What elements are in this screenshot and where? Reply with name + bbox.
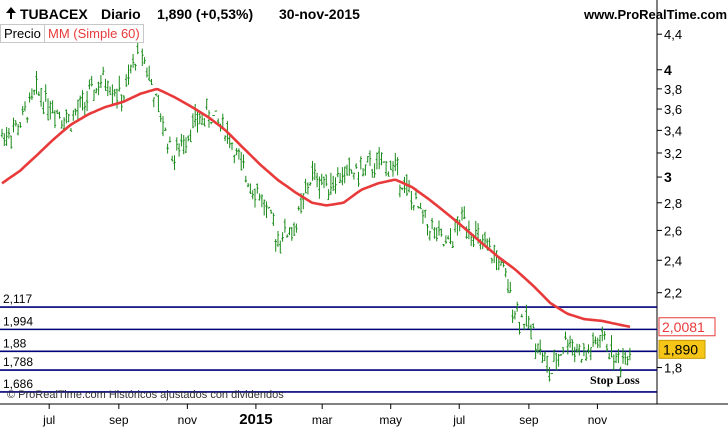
y-tick-label: 4,4: [664, 27, 682, 42]
x-tick-label: jul: [452, 413, 465, 427]
level-label: 1,88: [3, 336, 27, 350]
legend-price[interactable]: Precio: [0, 24, 45, 43]
x-tick-label: sep: [109, 413, 129, 427]
y-tick-label: 3,2: [664, 146, 682, 161]
y-tick-label: 4: [664, 62, 672, 78]
level-label: 1,788: [3, 355, 33, 369]
x-tick-label: nov: [588, 413, 607, 427]
y-tick-label: 3,4: [664, 123, 682, 138]
level-label: 1,686: [3, 377, 33, 391]
quote-date: 30-nov-2015: [279, 6, 360, 22]
x-tick-label: nov: [178, 413, 197, 427]
x-tick-label: may: [379, 413, 402, 427]
stop-loss-annotation: Stop Loss: [590, 373, 640, 387]
legend-moving-average[interactable]: MM (Simple 60): [44, 24, 144, 43]
level-label: 1,994: [3, 314, 33, 328]
ma-value-badge: [658, 317, 716, 337]
y-tick-label: 2,4: [664, 253, 682, 268]
y-tick-label: 3,6: [664, 102, 682, 117]
x-axis-ticks: jul sep nov 2015 mar may jul sep nov: [42, 404, 607, 428]
price-value-badge: [658, 339, 706, 359]
price-value-text: 1,890: [663, 341, 698, 357]
moving-average-line: [1, 87, 631, 329]
y-tick-label: 2,6: [664, 223, 682, 238]
copyright-note: © ProRealTime.com Históricos ajustados c…: [7, 389, 284, 401]
ma-value-text: 2,0081: [662, 319, 705, 335]
level-lines: 2,117 1,994 1,88 1,788 1,686: [0, 292, 657, 393]
ticker-icon: [6, 6, 16, 22]
level-label: 2,117: [3, 292, 32, 306]
x-tick-label: jul: [42, 413, 55, 427]
last-value-badges: 2,0081 1,890: [658, 317, 716, 359]
ticker-name: TUBACEX: [20, 6, 88, 22]
period-label: Diario: [101, 6, 141, 22]
last-quote: 1,890 (+0,53%): [157, 6, 254, 22]
y-tick-label: 1,8: [664, 361, 682, 376]
y-tick-label: 3,8: [664, 82, 682, 97]
y-tick-label: 2,8: [664, 196, 682, 211]
x-tick-label: 2015: [239, 411, 272, 428]
website-label[interactable]: www.ProRealTime.com: [584, 7, 728, 22]
x-tick-label: sep: [519, 413, 539, 427]
x-tick-label: mar: [312, 413, 333, 427]
y-tick-label: 3: [664, 169, 672, 185]
y-axis-ticks: 4,4 4 3,8 3,6 3,4 3,2 3 2,8 2,6 2,4 2,2 1,8: [657, 27, 682, 376]
y-tick-label: 2,2: [664, 286, 682, 301]
